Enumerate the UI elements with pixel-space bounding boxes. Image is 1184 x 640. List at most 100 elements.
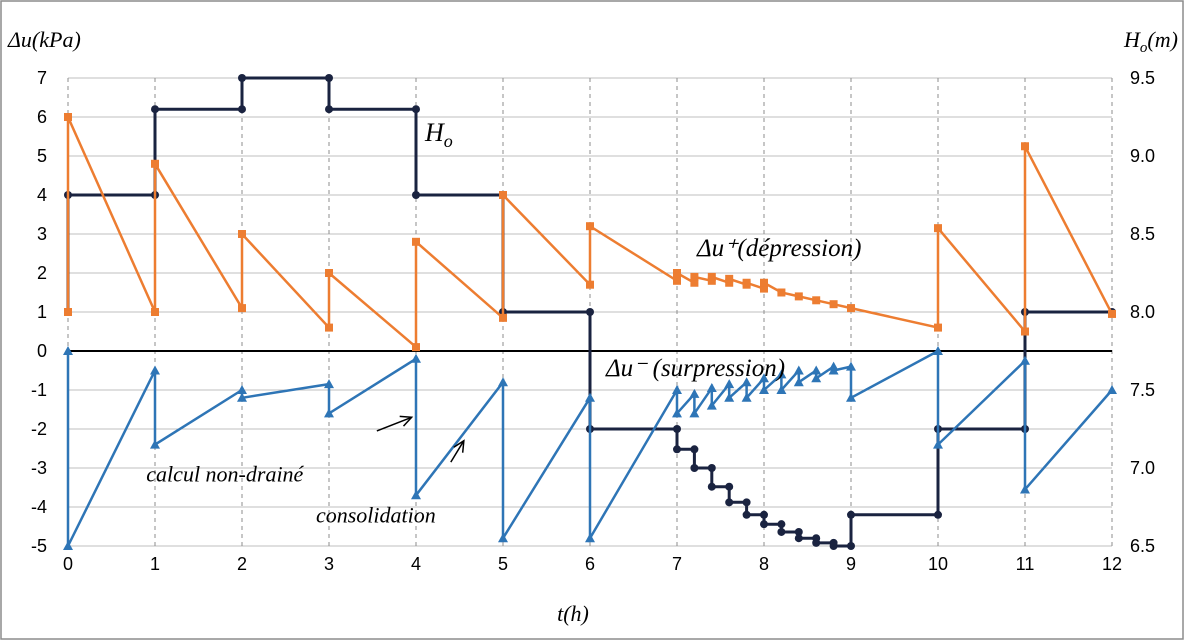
point-du_minus	[724, 379, 735, 389]
point-H	[673, 425, 681, 433]
y-left-axis-title: Δu(kPa)	[7, 27, 81, 52]
y-right-axis-title: Ho(m)	[1123, 27, 1178, 56]
point-H	[829, 542, 838, 550]
point-H	[707, 482, 716, 491]
point-du_minus	[237, 392, 247, 402]
point-H	[238, 74, 246, 82]
point-du_plus	[238, 230, 246, 238]
y-right-tick-label: 9.5	[1130, 68, 1155, 88]
point-du_plus	[412, 237, 420, 246]
point-H	[725, 482, 734, 491]
point-du_plus	[690, 278, 699, 287]
y-left-tick-label: 1	[37, 302, 47, 322]
point-H	[586, 308, 594, 316]
point-H	[412, 105, 420, 114]
y-right-tick-label: 7.0	[1130, 458, 1155, 478]
point-du_minus	[585, 392, 595, 402]
annotation-arrow-shaft	[376, 416, 412, 432]
point-du_minus	[150, 439, 160, 449]
point-du_plus	[829, 300, 838, 309]
y-left-tick-label: -5	[31, 536, 47, 556]
point-du_minus	[324, 408, 334, 418]
point-du_plus	[64, 113, 72, 121]
point-du_plus	[934, 323, 942, 332]
x-tick-label: 12	[1102, 554, 1122, 574]
point-du_plus	[760, 284, 768, 293]
annotation-arrow-shaft	[450, 440, 465, 463]
series-du_plus	[64, 113, 1116, 352]
point-du_minus	[933, 439, 943, 449]
y-right-tick-label: 6.5	[1130, 536, 1155, 556]
series-label-h-sub: o	[444, 131, 453, 151]
point-du_minus	[793, 377, 804, 387]
point-H	[777, 520, 786, 529]
y-right-title-base: H	[1123, 27, 1141, 52]
point-du_plus	[760, 278, 768, 287]
annotation-label: consolidation	[316, 503, 436, 528]
point-du_minus	[150, 365, 160, 375]
point-H	[742, 498, 751, 507]
point-du_plus	[64, 308, 72, 316]
point-du_minus	[706, 400, 717, 410]
y-left-tick-label: 7	[37, 68, 47, 88]
point-du_minus	[411, 353, 421, 363]
point-du_plus	[725, 274, 734, 283]
point-du_minus	[933, 346, 943, 355]
point-du_minus	[585, 533, 595, 543]
y-left-tick-label: 3	[37, 224, 47, 244]
point-du_minus	[1020, 484, 1030, 494]
point-du_plus	[742, 278, 751, 287]
point-H	[847, 510, 855, 519]
point-H	[777, 527, 786, 536]
point-du_plus	[325, 269, 333, 277]
series-du_minus	[63, 346, 1117, 550]
x-tick-label: 0	[63, 554, 73, 574]
point-du_plus	[586, 280, 594, 289]
point-du_plus	[1108, 309, 1116, 318]
point-H	[673, 445, 681, 454]
point-du_minus	[759, 385, 769, 394]
point-H	[794, 534, 803, 543]
point-du_plus	[238, 304, 246, 313]
y-left-tick-label: -1	[31, 380, 47, 400]
y-left-tick-label: 0	[37, 341, 47, 361]
point-H	[934, 510, 942, 519]
y-right-tick-label: 8.5	[1130, 224, 1155, 244]
point-du_minus	[237, 385, 247, 394]
x-tick-label: 5	[498, 554, 508, 574]
point-du_minus	[689, 388, 700, 398]
point-H	[412, 191, 420, 199]
point-du_plus	[499, 313, 507, 322]
point-H	[707, 464, 716, 472]
series-label-du-minus: Δu⁻ (surpression)	[605, 355, 785, 382]
x-tick-label: 2	[237, 554, 247, 574]
annotation-arrow-head	[453, 439, 465, 453]
y-left-tick-label: -4	[31, 497, 47, 517]
y-right-tick-label: 9.0	[1130, 146, 1155, 166]
series-label-h: Ho	[424, 118, 453, 151]
point-du_plus	[499, 191, 507, 199]
point-du_plus	[794, 292, 803, 301]
point-H	[238, 105, 246, 114]
point-du_plus	[151, 159, 159, 168]
series-label-h-base: H	[424, 118, 445, 147]
point-du_minus	[1020, 355, 1030, 365]
point-du_minus	[324, 379, 334, 389]
x-axis-title: t(h)	[557, 601, 589, 626]
point-H	[847, 542, 855, 550]
x-tick-label: 10	[928, 554, 948, 574]
point-du_plus	[777, 288, 786, 297]
point-H	[812, 538, 821, 547]
y-left-tick-label: 5	[37, 146, 47, 166]
point-du_plus	[1021, 327, 1029, 336]
point-du_minus	[498, 377, 508, 387]
y-left-tick-label: -2	[31, 419, 47, 439]
point-H	[690, 445, 699, 454]
x-tick-label: 7	[672, 554, 682, 574]
annotation-layer: calcul non-drainé consolidation	[146, 415, 465, 528]
point-H	[725, 498, 734, 507]
point-du_minus	[776, 369, 787, 379]
point-H	[151, 105, 159, 114]
